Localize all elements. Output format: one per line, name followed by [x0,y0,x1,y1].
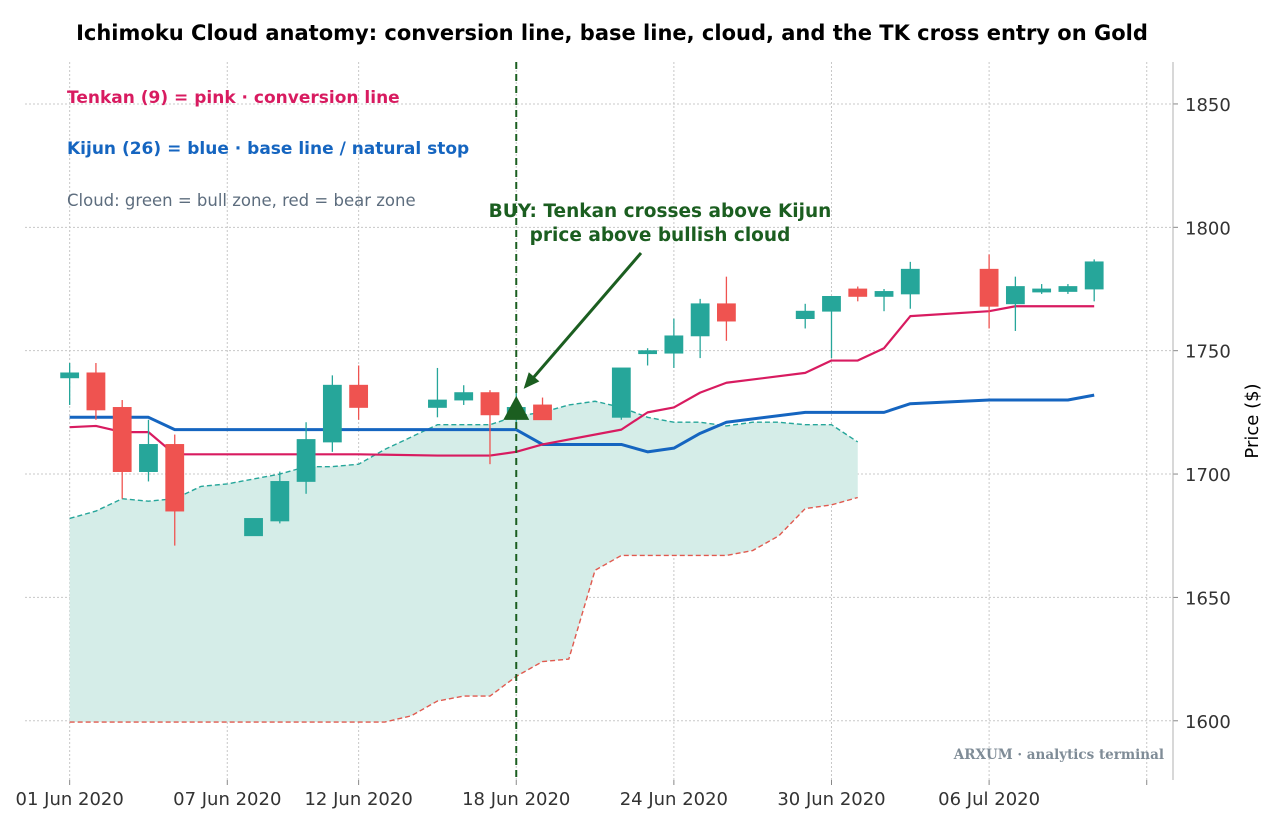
indicator-lines [69,305,1095,457]
watermark: ARXUM · analytics terminal [953,747,1164,763]
x-tick-label: 24 Jun 2020 [620,789,728,810]
bull-candle [322,384,342,443]
bull-candle [60,372,80,379]
chart-title: Ichimoku Cloud anatomy: conversion line,… [76,21,1148,45]
y-tick-label: 1800 [1185,218,1231,239]
bull-candle [1084,261,1104,290]
bear-candle [349,384,369,408]
bull-candle [454,392,474,401]
bear-candle [112,407,132,472]
bear-candle [86,372,106,411]
x-tick-label: 06 Jul 2020 [938,789,1040,810]
cloud-fill [69,401,858,723]
y-axis-label: Price ($) [1242,383,1263,458]
bull-candle [638,350,657,355]
buy-annotation-line1: BUY: Tenkan crosses above Kijun [489,201,832,222]
x-tick-label: 18 Jun 2020 [462,789,570,810]
bull-candle [874,291,894,297]
bull-candle [690,303,710,337]
senkou-a-line [69,400,859,520]
axes: 1600 1650 1700 1750 1800 1850 01 Jun 2020 07 Ju… [16,62,1231,810]
annotation-arrowhead [523,372,540,389]
y-tick-label: 1850 [1185,95,1231,116]
buy-marker [503,395,530,420]
bull-candle [244,518,263,537]
bear-candle [533,404,552,421]
bull-candle [428,399,447,408]
bull-candle [139,444,158,472]
x-tick-label: 01 Jun 2020 [16,789,124,810]
legend-kijun: Kijun (26) = blue · base line / natural … [67,139,469,159]
annotation-arrow [525,252,643,387]
bull-candle [900,268,920,295]
bull-candle [664,335,684,354]
bull-candle [1058,286,1078,292]
senkou-b-line [69,496,858,723]
signal-layer [503,62,643,780]
y-tick-label: 1700 [1185,465,1231,486]
bear-candle [480,392,500,416]
bear-candle [848,288,868,297]
x-tick-label: 30 Jun 2020 [777,789,885,810]
kijun-line [69,393,1095,454]
y-tick-label: 1650 [1185,588,1231,609]
tenkan-line [69,305,1095,457]
bull-candle [611,367,631,418]
bull-candle [296,439,316,482]
ichimoku-cloud [69,400,859,723]
legend-cloud: Cloud: green = bull zone, red = bear zon… [67,191,416,210]
x-tick-label: 07 Jun 2020 [173,789,281,810]
legend-tenkan: Tenkan (9) = pink · conversion line [67,88,400,108]
bull-candle [795,310,815,320]
bull-candle [822,295,841,312]
gridlines [25,62,1173,780]
bull-candle [1005,286,1025,305]
candlesticks [60,254,1104,546]
buy-annotation-line2: price above bullish cloud [530,225,791,246]
y-tick-label: 1600 [1185,712,1231,733]
bear-candle [165,444,185,512]
bull-candle [270,481,290,522]
x-tick-label: 12 Jun 2020 [304,789,412,810]
bear-candle [717,303,736,322]
y-tick-label: 1750 [1185,342,1231,363]
bear-candle [979,268,999,307]
bull-candle [1032,288,1052,293]
